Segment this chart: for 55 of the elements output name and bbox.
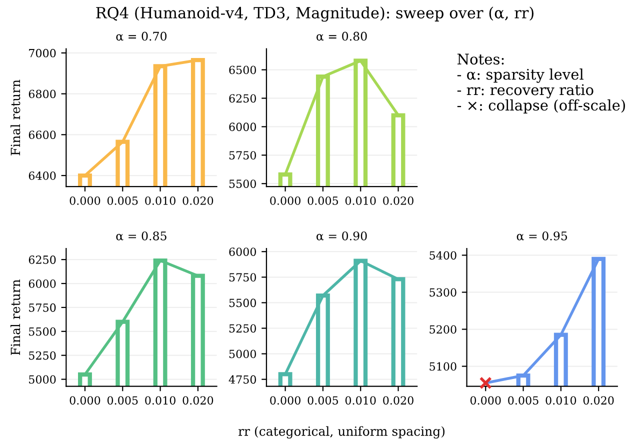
x-tick-label: 0.005 [107, 396, 138, 405]
text: RQ4 (Humanoid-v4, TD3, Magnitude): sweep over (α, rr) [96, 6, 534, 22]
y-tick-label: 5200 [430, 325, 456, 334]
x-axis-title: rr (categorical, uniform spacing) [238, 426, 444, 438]
x-tick-label: 0.000 [270, 396, 300, 405]
chart-title: α = 0.95 [516, 231, 568, 240]
chart-title: α = 0.90 [316, 231, 367, 240]
x-tick-label: 0.020 [383, 196, 414, 205]
y-tick-label: 5250 [229, 324, 256, 333]
y-tick-label: 5000 [229, 350, 256, 358]
y-tick-label: 5500 [29, 327, 56, 336]
y-axis-title: Final return [10, 279, 20, 356]
y-tick-label: 5750 [229, 273, 256, 282]
y-tick-label: 6250 [229, 94, 256, 103]
y-tick-label: 5000 [29, 375, 56, 384]
y-tick-label: 5300 [430, 288, 456, 297]
y-axis-title: Final return [10, 80, 20, 156]
x-tick-label: 0.010 [345, 196, 376, 205]
y-tick-label: 6000 [28, 279, 56, 288]
x-tick-label: 0.005 [508, 396, 538, 405]
x-tick-label: 0.000 [70, 396, 100, 405]
x-tick-label: 0.010 [546, 396, 576, 405]
y-tick-label: 5500 [229, 180, 256, 188]
y-tick-label: 6250 [28, 256, 56, 264]
x-tick-label: 0.000 [70, 196, 100, 205]
y-tick-label: 6600 [28, 130, 56, 140]
text: Notes: - α: sparsity level - rr: recovery ratio - ×: collapse (off-scale) [457, 54, 625, 114]
y-tick-label: 6400 [28, 172, 56, 180]
x-tick-label: 0.020 [383, 396, 414, 405]
chart-title: α = 0.70 [116, 32, 166, 41]
y-tick-label: 6800 [28, 90, 56, 98]
x-tick-label: 0.000 [470, 396, 501, 405]
x-tick-label: 0.010 [345, 396, 376, 405]
y-tick-label: 6500 [229, 66, 256, 74]
y-tick-label: 5500 [229, 298, 256, 308]
chart-title: α = 0.85 [116, 231, 166, 240]
y-tick-label: 6000 [229, 248, 256, 256]
x-tick-label: 0.000 [270, 196, 300, 205]
y-tick-label: 7000 [29, 48, 56, 58]
y-tick-label: 5250 [29, 351, 56, 360]
x-tick-label: 0.010 [145, 196, 176, 205]
y-tick-label: 5400 [430, 251, 456, 260]
y-tick-label: 5750 [29, 303, 56, 312]
x-tick-label: 0.020 [182, 396, 214, 405]
x-tick-label: 0.005 [308, 196, 338, 205]
x-tick-label: 0.005 [107, 196, 138, 205]
chart-title: α = 0.80 [316, 32, 367, 41]
y-tick-label: 5100 [430, 362, 456, 371]
x-tick-label: 0.005 [308, 396, 338, 405]
x-tick-label: 0.020 [583, 396, 614, 405]
x-tick-label: 0.010 [145, 396, 176, 405]
y-tick-label: 6000 [229, 122, 256, 132]
y-tick-label: 4750 [228, 375, 256, 384]
x-tick-label: 0.020 [182, 196, 214, 205]
y-tick-label: 5750 [229, 151, 256, 160]
